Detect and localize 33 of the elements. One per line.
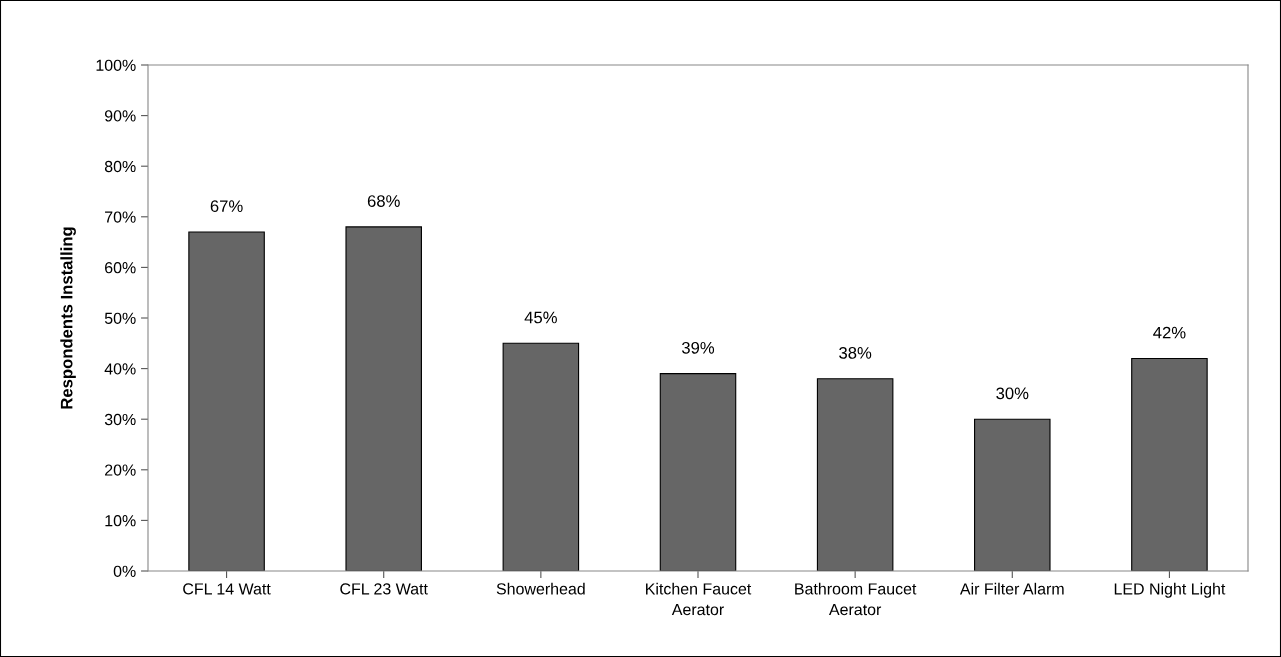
bar [974,418,1051,571]
data-label: 67% [210,200,243,213]
bar [1131,357,1208,571]
y-tick-label: 20% [105,464,136,476]
x-tick-label: LED Night Light [1114,582,1226,598]
y-tick-label: 50% [104,312,136,324]
y-tick-label: 0% [113,565,136,577]
x-tick-label: Showerhead [496,582,585,595]
y-tick-label: 70% [105,211,136,223]
y-tick-label: 100% [96,59,136,71]
y-tick-label: 90% [104,110,136,122]
data-label: 30% [996,387,1029,400]
bar [659,373,737,571]
data-label: 42% [1153,326,1186,339]
data-label: 39% [681,341,715,354]
y-tick-label: 40% [104,363,136,375]
bar [816,378,894,571]
x-tick-label: CFL 23 Watt [340,583,428,595]
y-tick-label: 10% [105,515,136,527]
bar [345,226,422,571]
data-label: 68% [367,195,400,207]
bar [188,231,265,571]
data-label: 45% [524,311,557,324]
y-axis-title: Respondents Installing [60,227,76,409]
bar [502,342,580,571]
x-tick-label: Kitchen Faucet Aerator [646,582,752,616]
x-tick-label: Air Filter Alarm [959,582,1064,595]
data-label: 38% [839,346,872,359]
y-tick-label: 30% [104,413,136,426]
x-tick-label: Bathroom Faucet Aerator [795,582,917,616]
y-tick-label: 80% [104,160,136,173]
y-tick-label: 60% [105,262,136,274]
x-tick-label: CFL 14 Watt [183,583,271,595]
